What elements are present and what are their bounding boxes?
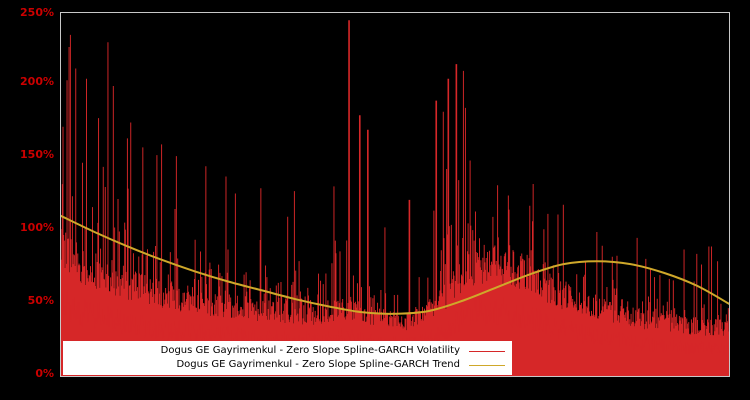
chart-canvas (61, 20, 729, 376)
volatility-series (61, 20, 729, 376)
legend-label-trend: Dogus GE Gayrimenkul - Zero Slope Spline… (176, 359, 460, 370)
legend-entry-volatility: Dogus GE Gayrimenkul - Zero Slope Spline… (64, 344, 511, 358)
y-tick-2: 100% (20, 221, 54, 234)
y-tick-3: 150% (20, 148, 54, 161)
trend-series (61, 214, 729, 315)
y-tick-0: 0% (35, 367, 54, 380)
volatility-line-swatch (469, 350, 505, 352)
trend-line-swatch (469, 364, 505, 366)
y-tick-4: 200% (20, 75, 54, 88)
y-tick-1: 50% (27, 294, 54, 307)
y-tick-5: 250% (20, 6, 54, 19)
chart-legend: Dogus GE Gayrimenkul - Zero Slope Spline… (63, 341, 512, 375)
legend-label-volatility: Dogus GE Gayrimenkul - Zero Slope Spline… (160, 345, 460, 356)
y-axis-tick-labels: 0% 50% 100% 150% 200% 250% (0, 0, 54, 400)
legend-entry-trend: Dogus GE Gayrimenkul - Zero Slope Spline… (64, 358, 511, 372)
plot-area (60, 12, 730, 377)
